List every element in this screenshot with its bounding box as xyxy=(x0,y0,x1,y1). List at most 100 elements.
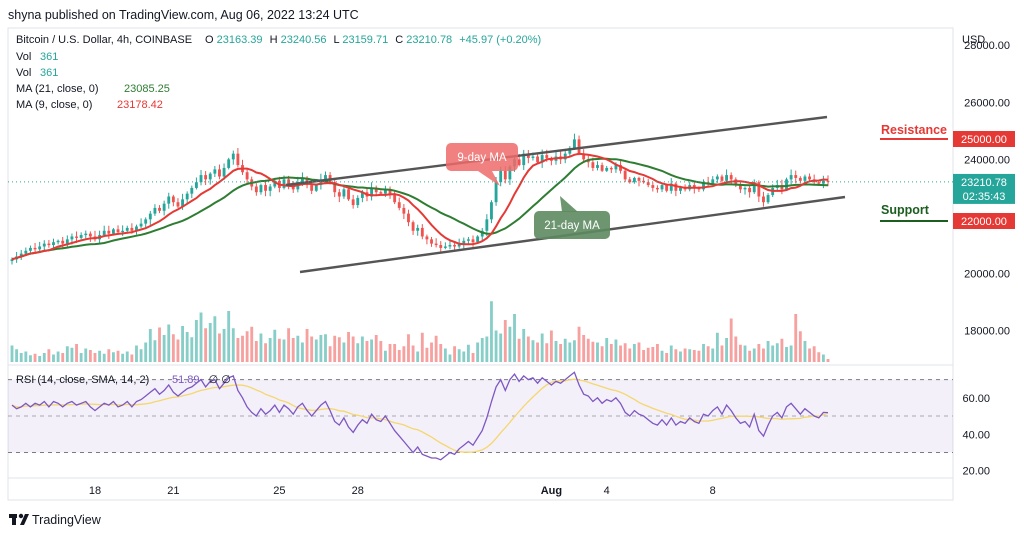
candle[interactable] xyxy=(420,224,424,240)
candle[interactable] xyxy=(397,197,401,211)
candle[interactable] xyxy=(268,184,272,197)
candle[interactable] xyxy=(333,178,337,198)
candle[interactable] xyxy=(158,205,161,214)
candle[interactable] xyxy=(162,200,166,216)
candle[interactable] xyxy=(605,165,609,173)
candle[interactable] xyxy=(135,224,138,235)
candle[interactable] xyxy=(715,174,719,183)
candle[interactable] xyxy=(490,200,493,224)
candle[interactable] xyxy=(24,247,28,255)
candle[interactable] xyxy=(743,186,747,195)
candle[interactable] xyxy=(245,168,249,184)
candle[interactable] xyxy=(236,148,240,168)
candle[interactable] xyxy=(204,171,208,186)
candle[interactable] xyxy=(56,239,60,245)
candle[interactable] xyxy=(356,195,360,208)
candle[interactable] xyxy=(766,193,770,204)
candle[interactable] xyxy=(19,249,23,261)
candle[interactable] xyxy=(785,177,788,191)
candle[interactable] xyxy=(218,164,221,180)
candle[interactable] xyxy=(688,181,692,192)
candle[interactable] xyxy=(171,194,175,207)
candle[interactable] xyxy=(88,231,92,242)
channel-upper-line[interactable] xyxy=(285,115,828,187)
candle[interactable] xyxy=(600,162,604,172)
candle[interactable] xyxy=(93,230,97,242)
candle[interactable] xyxy=(526,150,530,164)
candle[interactable] xyxy=(65,235,69,249)
candle[interactable] xyxy=(61,236,65,250)
candle[interactable] xyxy=(480,228,484,241)
candle[interactable] xyxy=(79,232,83,240)
candle[interactable] xyxy=(757,180,761,203)
candle[interactable] xyxy=(213,165,217,177)
candle[interactable] xyxy=(485,214,489,237)
candle[interactable] xyxy=(84,230,88,240)
candle[interactable] xyxy=(393,190,397,205)
candle[interactable] xyxy=(582,149,586,163)
candle[interactable] xyxy=(139,218,143,229)
candle[interactable] xyxy=(642,177,646,184)
candle[interactable] xyxy=(52,238,55,249)
candle[interactable] xyxy=(254,183,258,196)
candle[interactable] xyxy=(651,182,655,192)
candle[interactable] xyxy=(789,169,793,185)
candle[interactable] xyxy=(632,176,636,184)
candle[interactable] xyxy=(439,241,443,252)
candle[interactable] xyxy=(411,220,415,235)
candle[interactable] xyxy=(725,169,729,183)
candle[interactable] xyxy=(623,167,627,183)
candle[interactable] xyxy=(430,236,433,247)
candle[interactable] xyxy=(208,172,212,185)
candle[interactable] xyxy=(702,179,705,192)
candle[interactable] xyxy=(425,234,429,245)
candle[interactable] xyxy=(351,194,355,209)
candle[interactable] xyxy=(443,242,447,250)
candle[interactable] xyxy=(402,203,406,220)
candle[interactable] xyxy=(448,240,452,250)
candle[interactable] xyxy=(342,186,346,199)
candle[interactable] xyxy=(33,243,37,254)
candle[interactable] xyxy=(176,198,180,209)
candle[interactable] xyxy=(628,176,632,184)
candle[interactable] xyxy=(107,225,111,239)
candle[interactable] xyxy=(199,170,203,186)
candle[interactable] xyxy=(762,191,765,207)
candle[interactable] xyxy=(669,178,673,194)
candle[interactable] xyxy=(655,185,659,193)
candle[interactable] xyxy=(241,159,244,175)
candle[interactable] xyxy=(674,182,678,197)
candle[interactable] xyxy=(609,166,613,174)
candles[interactable] xyxy=(10,133,830,265)
candle[interactable] xyxy=(144,217,148,228)
candle[interactable] xyxy=(577,135,581,156)
candle[interactable] xyxy=(347,188,350,201)
candle[interactable] xyxy=(434,238,438,248)
time-axis-ticks[interactable]: 18 21 25 28 Aug 4 8 xyxy=(89,485,716,497)
candle[interactable] xyxy=(47,240,51,248)
candle[interactable] xyxy=(637,176,641,187)
candle[interactable] xyxy=(227,157,231,170)
candle[interactable] xyxy=(259,183,263,195)
candle[interactable] xyxy=(794,170,798,184)
candle[interactable] xyxy=(748,184,752,198)
candle[interactable] xyxy=(720,174,724,184)
candle[interactable] xyxy=(462,237,466,249)
candle[interactable] xyxy=(407,209,410,227)
candle[interactable] xyxy=(153,204,157,216)
candle[interactable] xyxy=(370,182,374,201)
candle[interactable] xyxy=(264,179,267,197)
candle[interactable] xyxy=(416,224,420,236)
candle[interactable] xyxy=(388,186,392,199)
candle[interactable] xyxy=(42,240,46,252)
candle[interactable] xyxy=(596,161,599,171)
candle[interactable] xyxy=(752,179,756,194)
candle[interactable] xyxy=(660,183,664,193)
candle[interactable] xyxy=(568,146,572,157)
candle[interactable] xyxy=(185,191,189,205)
candle[interactable] xyxy=(231,150,235,165)
candle[interactable] xyxy=(148,210,152,225)
candle[interactable] xyxy=(190,185,194,199)
price-axis-ticks[interactable]: 28000.00 26000.00 24000.00 20000.00 18000.00 xyxy=(964,40,1010,338)
